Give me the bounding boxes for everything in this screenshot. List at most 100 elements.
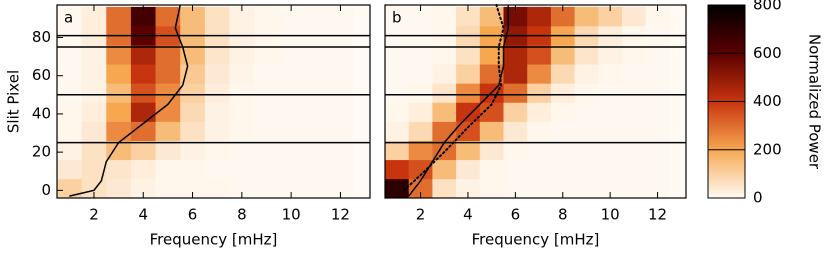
heat-cell [155, 45, 181, 65]
heat-cell [81, 140, 107, 161]
heat-cell [598, 102, 623, 122]
heat-cell [81, 83, 107, 103]
heat-cell [229, 121, 255, 141]
heat-cell [432, 64, 457, 84]
heat-cell [106, 178, 132, 199]
heat-cell [180, 140, 206, 161]
heat-cell [479, 178, 504, 199]
y-axis-label: Slit Pixel [5, 70, 23, 133]
heat-cell [503, 140, 528, 161]
heat-cell [456, 45, 481, 65]
heat-cell [278, 45, 304, 65]
heat-cell [278, 64, 304, 84]
heat-cell [204, 121, 230, 141]
heat-cell [645, 140, 670, 161]
heat-cell [598, 83, 623, 103]
heat-cell [204, 6, 230, 27]
heat-cell [303, 159, 329, 180]
heat-cell [527, 121, 552, 141]
heat-cell [303, 45, 329, 65]
heat-cell [385, 140, 410, 161]
heat-cell [303, 102, 329, 122]
heat-cell [527, 140, 552, 161]
heat-cell [229, 159, 255, 180]
heat-cell [57, 64, 82, 84]
x-tick-label: 2 [89, 206, 99, 224]
heat-cell [574, 102, 599, 122]
colorbar-tick-label: 600 [753, 44, 782, 62]
heat-cell [328, 121, 354, 141]
heat-cell [550, 83, 575, 103]
heat-cell [254, 121, 280, 141]
heat-cell [456, 178, 481, 199]
heat-cell [254, 140, 280, 161]
heat-cell [278, 140, 304, 161]
heat-cell [645, 178, 670, 199]
colorbar-tick-label: 400 [753, 92, 782, 110]
heat-cell [204, 140, 230, 161]
heat-cell [479, 121, 504, 141]
heat-cell [130, 64, 156, 84]
heat-cell [328, 83, 354, 103]
heat-cell [303, 64, 329, 84]
panel-label: b [392, 9, 402, 27]
y-tick-label: 0 [41, 181, 51, 199]
heat-cell [622, 6, 647, 27]
heat-cell [550, 178, 575, 199]
heat-cell [385, 121, 410, 141]
heat-cell [130, 6, 156, 27]
heat-cell [303, 140, 329, 161]
heat-cell [479, 45, 504, 65]
heat-cell [278, 83, 304, 103]
heat-cell [645, 83, 670, 103]
heat-cell [204, 45, 230, 65]
heat-cell [155, 83, 181, 103]
heat-cell [503, 159, 528, 180]
heat-cell [574, 178, 599, 199]
heat-cell [106, 159, 132, 180]
heat-cell [180, 6, 206, 27]
heat-cell [204, 64, 230, 84]
heat-cell [598, 178, 623, 199]
heat-cell [328, 140, 354, 161]
heat-cell [303, 83, 329, 103]
heat-cell [550, 121, 575, 141]
heat-cell [456, 83, 481, 103]
heat-cell [81, 45, 107, 65]
heat-cell [180, 178, 206, 199]
heat-cell [106, 121, 132, 141]
heat-cell [106, 64, 132, 84]
heat-cell [57, 121, 82, 141]
heat-cell [550, 102, 575, 122]
heat-cell [81, 102, 107, 122]
x-tick-label: 8 [237, 206, 247, 224]
heat-cell [229, 64, 255, 84]
heat-cell [106, 140, 132, 161]
heat-cell [204, 178, 230, 199]
x-tick-label: 6 [188, 206, 198, 224]
heat-cell [550, 64, 575, 84]
heat-cell [81, 178, 107, 199]
heat-cell [57, 102, 82, 122]
heat-cell [155, 178, 181, 199]
heat-cell [57, 159, 82, 180]
heat-cell [598, 140, 623, 161]
heat-cell [456, 140, 481, 161]
heat-cell [254, 64, 280, 84]
heat-cell [527, 6, 552, 27]
heat-cell [155, 102, 181, 122]
heat-cell [622, 178, 647, 199]
heat-cell [278, 6, 304, 27]
heat-cell [254, 178, 280, 199]
heat-cell [622, 64, 647, 84]
heat-cell [408, 83, 433, 103]
heat-cell [550, 159, 575, 180]
heat-cell [598, 6, 623, 27]
heat-cell [408, 6, 433, 27]
heat-cell [432, 178, 457, 199]
heat-cell [622, 140, 647, 161]
heat-cell [527, 64, 552, 84]
heat-cell [106, 102, 132, 122]
x-tick-label: 4 [138, 206, 148, 224]
heat-cell [408, 64, 433, 84]
